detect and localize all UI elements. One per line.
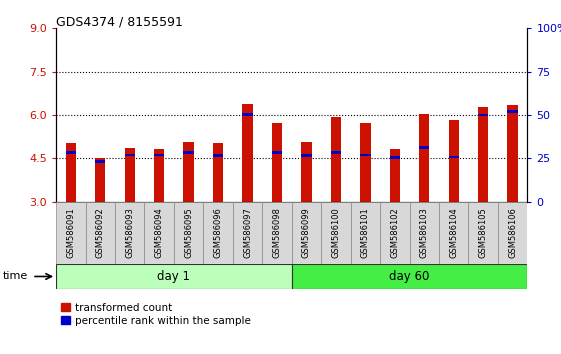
Text: GSM586102: GSM586102 — [390, 207, 399, 258]
Bar — [66, 143, 76, 202]
Text: GSM586106: GSM586106 — [508, 207, 517, 258]
Text: GSM586093: GSM586093 — [125, 207, 134, 258]
Text: GSM586092: GSM586092 — [96, 207, 105, 258]
Bar — [154, 154, 164, 156]
Bar — [183, 142, 194, 202]
FancyBboxPatch shape — [292, 202, 321, 264]
Bar — [419, 146, 429, 149]
Bar — [242, 104, 252, 202]
Text: GSM586098: GSM586098 — [273, 207, 282, 258]
Bar — [95, 160, 105, 163]
Bar — [390, 156, 400, 159]
Text: GSM586099: GSM586099 — [302, 207, 311, 258]
FancyBboxPatch shape — [56, 202, 85, 264]
Text: GDS4374 / 8155591: GDS4374 / 8155591 — [56, 16, 183, 29]
FancyBboxPatch shape — [380, 202, 410, 264]
Bar — [419, 114, 429, 202]
FancyBboxPatch shape — [262, 202, 292, 264]
Bar — [478, 114, 488, 116]
Bar — [360, 154, 370, 156]
Bar — [301, 154, 311, 157]
Text: time: time — [3, 271, 28, 281]
FancyBboxPatch shape — [203, 202, 233, 264]
Bar — [242, 113, 252, 116]
Text: GSM586104: GSM586104 — [449, 207, 458, 258]
FancyBboxPatch shape — [410, 202, 439, 264]
Bar — [183, 150, 194, 154]
Bar — [449, 120, 459, 202]
Text: GSM586097: GSM586097 — [243, 207, 252, 258]
FancyBboxPatch shape — [174, 202, 203, 264]
Text: GSM586096: GSM586096 — [214, 207, 223, 258]
Legend: transformed count, percentile rank within the sample: transformed count, percentile rank withi… — [61, 303, 251, 326]
Bar — [95, 158, 105, 202]
Bar — [331, 150, 341, 154]
FancyBboxPatch shape — [233, 202, 262, 264]
Bar — [360, 123, 370, 202]
FancyBboxPatch shape — [85, 202, 115, 264]
Text: GSM586095: GSM586095 — [184, 207, 193, 258]
Bar — [66, 150, 76, 154]
Text: GSM586101: GSM586101 — [361, 207, 370, 258]
Bar — [508, 105, 518, 202]
FancyBboxPatch shape — [321, 202, 351, 264]
Bar — [272, 150, 282, 154]
FancyBboxPatch shape — [292, 264, 527, 289]
FancyBboxPatch shape — [498, 202, 527, 264]
Bar — [125, 148, 135, 202]
Text: GSM586103: GSM586103 — [420, 207, 429, 258]
FancyBboxPatch shape — [351, 202, 380, 264]
Text: day 60: day 60 — [389, 270, 430, 283]
Text: GSM586091: GSM586091 — [66, 207, 75, 258]
Bar — [154, 149, 164, 202]
Bar — [478, 107, 488, 202]
FancyBboxPatch shape — [56, 264, 292, 289]
Text: GSM586100: GSM586100 — [332, 207, 341, 258]
FancyBboxPatch shape — [439, 202, 468, 264]
Text: GSM586105: GSM586105 — [479, 207, 488, 258]
FancyBboxPatch shape — [468, 202, 498, 264]
FancyBboxPatch shape — [115, 202, 144, 264]
Bar — [301, 142, 311, 202]
Bar — [331, 118, 341, 202]
Text: GSM586094: GSM586094 — [155, 207, 164, 258]
Bar — [213, 143, 223, 202]
Bar — [390, 149, 400, 202]
FancyBboxPatch shape — [144, 202, 174, 264]
Bar — [508, 110, 518, 113]
Text: day 1: day 1 — [158, 270, 190, 283]
Bar — [272, 123, 282, 202]
Bar — [213, 154, 223, 157]
Bar — [449, 155, 459, 159]
Bar — [125, 154, 135, 156]
